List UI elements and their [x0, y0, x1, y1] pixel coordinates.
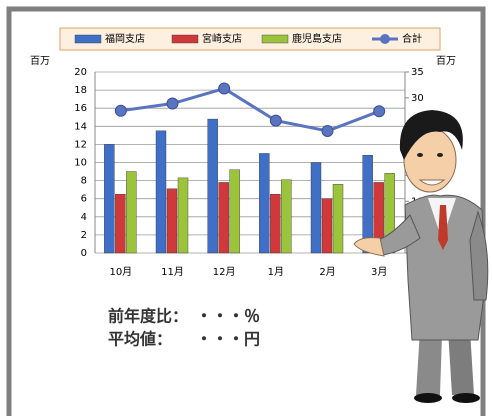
y-unit: 百万 [30, 55, 50, 67]
y2-tick-label: 30 [411, 93, 424, 104]
y2-tick-label: 35 [411, 67, 424, 78]
bar [219, 182, 229, 253]
bar [259, 153, 269, 253]
x-tick-label: 1月 [268, 266, 284, 278]
legend-label: 宮崎支店 [202, 32, 242, 45]
total-marker [115, 105, 126, 116]
annotation: 前年度比： ・・・％ [108, 307, 260, 326]
y-tick-label: 14 [74, 121, 87, 132]
legend-swatch [262, 35, 288, 43]
x-tick-label: 3月 [371, 266, 387, 278]
total-marker [219, 83, 230, 94]
x-tick-label: 10月 [109, 266, 132, 278]
legend-label: 福岡支店 [105, 32, 145, 45]
bar [311, 163, 321, 254]
bar [115, 194, 125, 253]
bar [104, 144, 114, 253]
y-tick-label: 2 [81, 230, 87, 241]
y-tick-label: 20 [74, 67, 87, 78]
bar [333, 184, 343, 253]
y-tick-label: 18 [74, 85, 87, 96]
bar [208, 119, 218, 253]
total-marker [322, 125, 333, 136]
bar [270, 194, 280, 253]
bar [156, 131, 166, 253]
x-tick-label: 12月 [213, 266, 236, 278]
y-tick-label: 12 [74, 139, 87, 150]
y2-unit: 百万 [436, 55, 456, 67]
legend-swatch [75, 35, 101, 43]
y-tick-label: 10 [74, 158, 87, 169]
slide: 百万 百万 前年度比： ・・・％ 平均値： ・・・円 0 2 4 6 8 10 12 14 16… [0, 0, 492, 416]
annotation: 平均値： ・・・円 [108, 330, 260, 349]
bar [281, 180, 291, 253]
legend-swatch [172, 35, 198, 43]
y-tick-label: 0 [81, 248, 87, 259]
bar [167, 189, 177, 253]
total-marker [270, 115, 281, 126]
bar [126, 172, 136, 253]
total-marker [374, 106, 385, 117]
total-marker [167, 98, 178, 109]
y-tick-label: 16 [74, 103, 87, 114]
y-tick-label: 4 [81, 212, 87, 223]
legend-label: 鹿児島支店 [292, 32, 342, 45]
bar [322, 199, 332, 253]
y-tick-label: 6 [81, 194, 87, 205]
y-tick-label: 8 [81, 176, 87, 187]
bar [230, 170, 240, 253]
bar [178, 178, 188, 253]
legend-label: 合計 [402, 32, 422, 45]
x-tick-label: 2月 [319, 266, 335, 278]
legend-marker [380, 34, 390, 44]
x-tick-label: 11月 [161, 266, 184, 278]
